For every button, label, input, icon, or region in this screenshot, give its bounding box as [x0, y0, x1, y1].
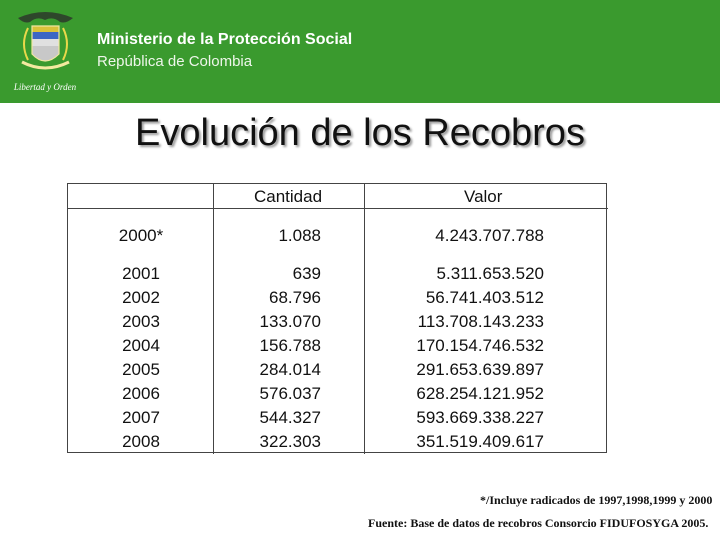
valor-cell: 4.243.707.788 [435, 226, 544, 245]
cantidad-cell: 284.014 [259, 360, 321, 379]
cantidad-cell: 133.070 [259, 312, 321, 331]
header-banner: Libertad y Orden Ministerio de la Protec… [0, 0, 720, 103]
recobros-table: Cantidad Valor 2000* 1.088 4.243.707.788… [67, 183, 608, 454]
footnote-fuente: Fuente: Base de datos de recobros Consor… [368, 516, 709, 530]
year-cell: 2003 [122, 312, 160, 331]
column-divider [364, 184, 365, 454]
valor-cell: 628.254.121.952 [416, 384, 544, 403]
cantidad-cell: 576.037 [259, 384, 321, 403]
year-cell: 2000* [118, 226, 164, 245]
motto-text: Libertad y Orden [13, 82, 77, 92]
valor-cell: 593.669.338.227 [416, 408, 544, 427]
column-divider [213, 184, 214, 454]
cantidad-cell: 639 [292, 264, 321, 283]
valor-cell: 291.653.639.897 [416, 360, 544, 379]
coat-of-arms-icon: Libertad y Orden [13, 12, 77, 92]
slide-title: Evolución de los Recobros [135, 112, 585, 154]
cantidad-cell: 1.088 [278, 226, 321, 245]
header-divider [68, 208, 608, 209]
ministry-name: Ministerio de la Protección Social [97, 31, 353, 48]
year-cell: 2005 [122, 360, 160, 379]
footnote-incluye: */Incluye radicados de 1997,1998,1999 y … [480, 493, 713, 507]
republic-name: República de Colombia [97, 53, 253, 70]
cantidad-cell: 544.327 [259, 408, 321, 427]
valor-cell: 170.154.746.532 [416, 336, 544, 355]
year-cell: 2007 [122, 408, 160, 427]
header-cantidad: Cantidad [254, 187, 323, 206]
year-cell: 2001 [122, 264, 160, 283]
cantidad-cell: 156.788 [259, 336, 321, 355]
year-cell: 2002 [122, 288, 160, 307]
year-cell: 2008 [122, 432, 160, 451]
year-cell: 2004 [122, 336, 160, 355]
valor-cell: 113.708.143.233 [417, 312, 544, 331]
valor-cell: 5.311.653.520 [436, 264, 544, 283]
cantidad-cell: 68.796 [269, 288, 321, 307]
header-valor: Valor [464, 187, 503, 206]
year-cell: 2006 [122, 384, 160, 403]
valor-cell: 351.519.409.617 [416, 432, 544, 451]
valor-cell: 56.741.403.512 [425, 288, 544, 307]
cantidad-cell: 322.303 [259, 432, 321, 451]
